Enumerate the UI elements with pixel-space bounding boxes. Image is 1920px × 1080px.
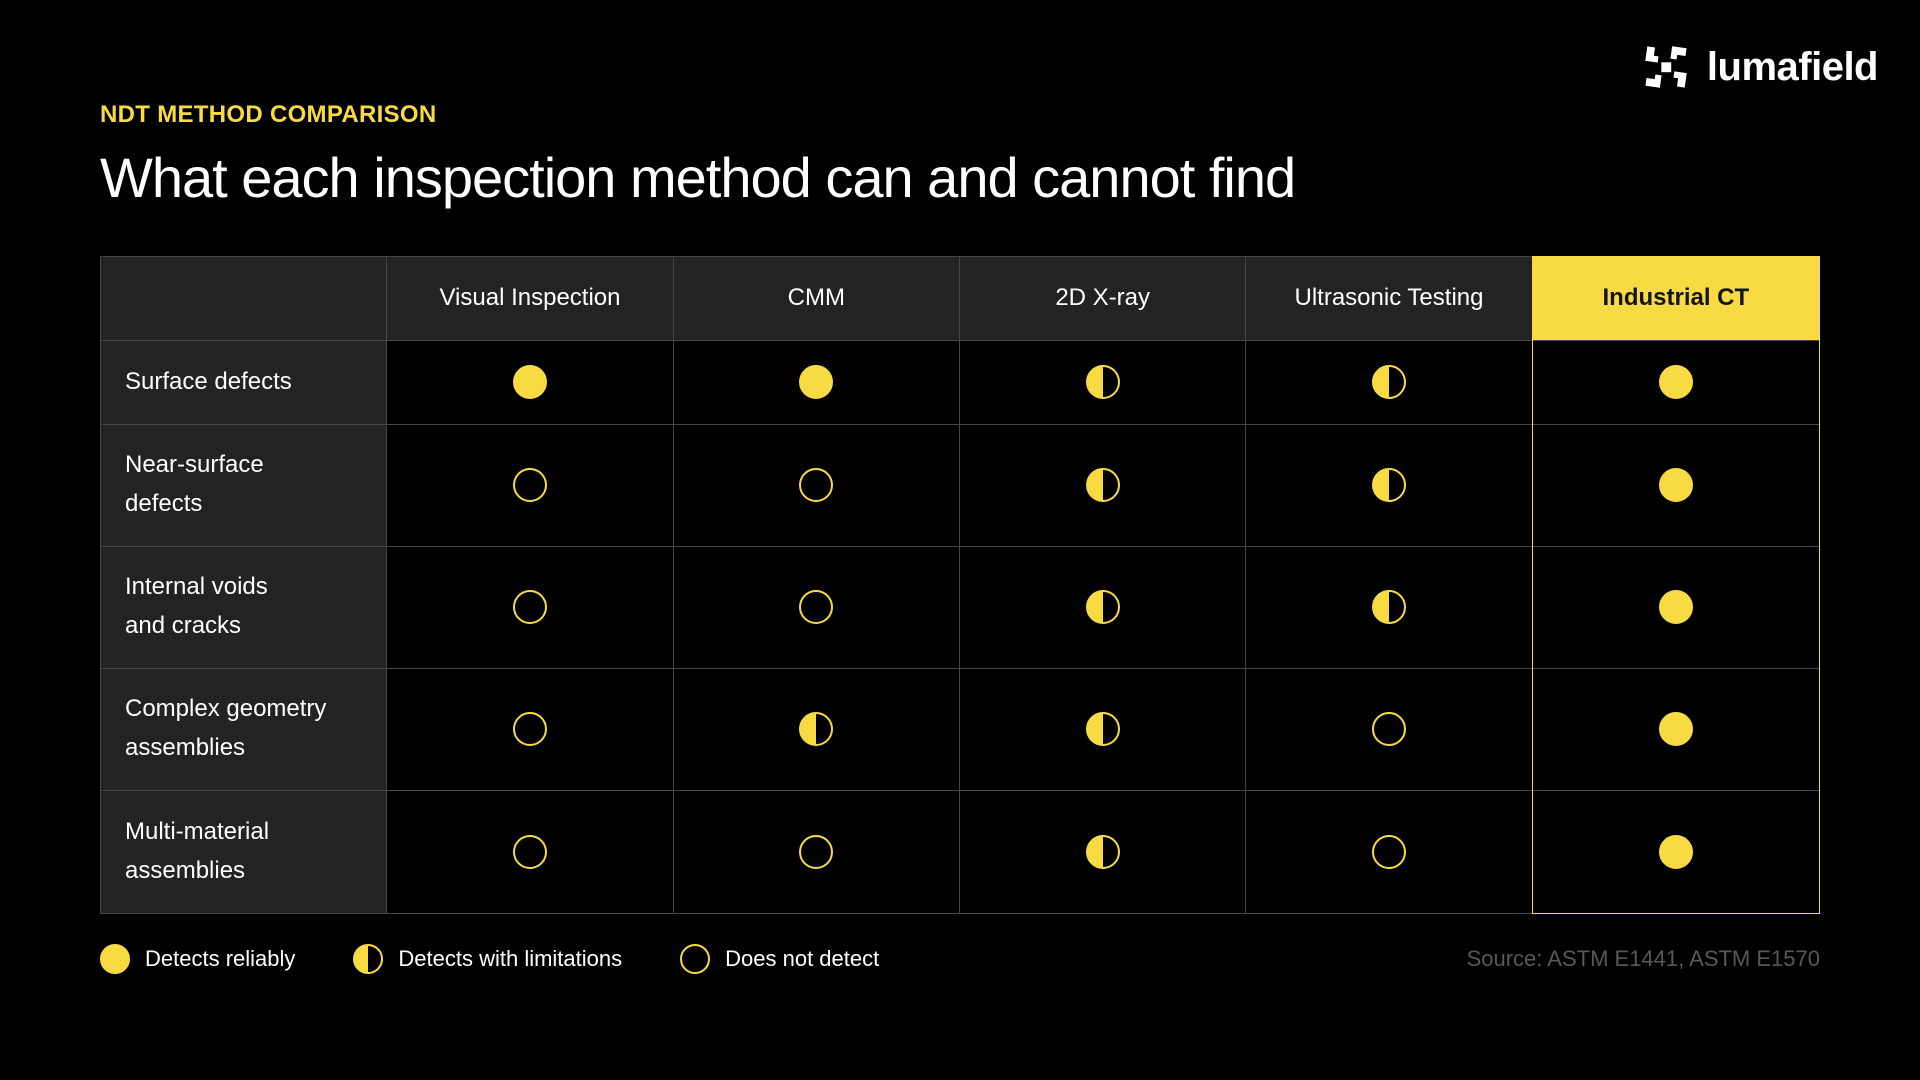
detection-dot-icon	[1371, 468, 1406, 503]
row-header-near-surface-defects: Near-surface defects	[101, 424, 388, 547]
detection-dot-icon	[1371, 712, 1406, 747]
detection-dot-icon	[1085, 468, 1120, 503]
cell-multi-material-ultrasonic-testing	[1246, 790, 1533, 913]
cell-near-surface-defects-cmm	[673, 424, 960, 547]
legend-item-detects-with-limitations: Detects with limitations	[353, 943, 623, 974]
column-header-label: Industrial CT	[1602, 284, 1750, 312]
legend-item-detects-reliably: Detects reliably	[100, 943, 296, 974]
column-header-visual-inspection: Visual Inspection	[387, 256, 674, 341]
detection-dot-icon	[1085, 712, 1120, 747]
detection-dot-icon	[512, 468, 547, 503]
row-header-surface-defects: Surface defects	[101, 340, 388, 425]
footer: Detects reliably Detects with limitation…	[100, 943, 1820, 974]
detection-dot-icon	[353, 943, 384, 974]
cell-surface-defects-visual-inspection	[387, 340, 674, 425]
row-label: Surface defects	[125, 367, 292, 395]
detection-dot-icon	[1085, 834, 1120, 869]
detection-dot-icon	[1658, 365, 1693, 400]
source-citation: Source: ASTM E1441, ASTM E1570	[1466, 945, 1820, 971]
lumafield-pinwheel-mark-icon	[1645, 46, 1687, 88]
detection-dot-icon	[1371, 834, 1406, 869]
detection-dot-icon	[799, 590, 834, 625]
comparison-table-wrap: Visual Inspection CMM 2D X-ray Ultrasoni…	[100, 255, 1820, 914]
detection-dot-icon	[1085, 590, 1120, 625]
corner-cell	[101, 256, 388, 341]
cell-multi-material-visual-inspection	[387, 790, 674, 913]
cell-surface-defects-industrial-ct	[1532, 341, 1819, 425]
detection-dot-icon	[1658, 712, 1693, 747]
column-header-label: 2D X-ray	[1055, 284, 1150, 312]
detection-dot-icon	[799, 468, 834, 503]
cell-complex-geometry-industrial-ct	[1532, 669, 1819, 791]
column-header-label: CMM	[787, 284, 845, 312]
cell-internal-voids-industrial-ct	[1532, 547, 1819, 669]
cell-internal-voids-2d-xray	[960, 546, 1247, 669]
slide: NDT METHOD COMPARISON What each inspecti…	[100, 101, 1820, 974]
cell-near-surface-defects-visual-inspection	[387, 424, 674, 547]
cell-near-surface-defects-2d-xray	[960, 424, 1247, 547]
detection-dot-icon	[1371, 365, 1406, 400]
cell-internal-voids-visual-inspection	[387, 546, 674, 669]
detection-dot-icon	[680, 943, 711, 974]
detection-dot-icon	[512, 590, 547, 625]
row-label: Multi-material assemblies	[125, 817, 270, 884]
legend-item-does-not-detect: Does not detect	[680, 943, 880, 974]
cell-internal-voids-ultrasonic-testing	[1246, 546, 1533, 669]
row-header-complex-geometry-assemblies: Complex geometry assemblies	[101, 668, 388, 791]
detection-dot-icon	[1085, 365, 1120, 400]
detection-dot-icon	[799, 712, 834, 747]
legend: Detects reliably Detects with limitation…	[100, 943, 880, 974]
cell-multi-material-cmm	[674, 790, 960, 913]
detection-dot-icon	[100, 943, 130, 974]
cell-complex-geometry-visual-inspection	[387, 668, 674, 791]
row-header-internal-voids-and-cracks: Internal voids and cracks	[101, 546, 388, 669]
cell-complex-geometry-2d-xray	[960, 668, 1247, 791]
legend-label: Detects reliably	[145, 945, 296, 971]
cell-internal-voids-cmm	[673, 546, 960, 669]
cell-near-surface-defects-industrial-ct	[1532, 425, 1819, 547]
cell-surface-defects-2d-xray	[960, 340, 1247, 425]
legend-label: Does not detect	[725, 945, 880, 971]
column-header-2d-xray: 2D X-ray	[960, 256, 1247, 341]
detection-dot-icon	[799, 834, 834, 869]
detection-dot-icon	[512, 834, 547, 869]
cell-complex-geometry-ultrasonic-testing	[1246, 668, 1533, 791]
detection-dot-icon	[512, 712, 547, 747]
detection-dot-icon	[1658, 834, 1693, 869]
legend-label: Detects with limitations	[398, 945, 623, 971]
column-header-label: Visual Inspection	[439, 284, 621, 312]
detection-dot-icon	[512, 365, 547, 400]
row-header-multi-material-assemblies: Multi-material assemblies	[101, 790, 388, 913]
detection-dot-icon	[799, 365, 834, 400]
column-header-label: Ultrasonic Testing	[1294, 284, 1484, 312]
row-label: Internal voids and cracks	[125, 573, 268, 640]
comparison-table: Visual Inspection CMM 2D X-ray Ultrasoni…	[100, 255, 1820, 914]
page-title: What each inspection method can and cann…	[100, 146, 1296, 209]
cell-complex-geometry-cmm	[673, 668, 960, 791]
lumafield-wordmark: lumafield	[1706, 44, 1879, 89]
detection-dot-icon	[1371, 590, 1406, 625]
cell-near-surface-defects-ultrasonic-testing	[1246, 424, 1533, 547]
cell-surface-defects-ultrasonic-testing	[1246, 340, 1533, 425]
cell-surface-defects-cmm	[673, 340, 960, 425]
column-header-ultrasonic-testing: Ultrasonic Testing	[1246, 256, 1533, 341]
eyebrow-label: NDT METHOD COMPARISON	[100, 101, 437, 128]
lumafield-logo: lumafield	[1641, 42, 1879, 92]
detection-dot-icon	[1658, 468, 1693, 503]
cell-multi-material-industrial-ct	[1533, 791, 1819, 913]
detection-dot-icon	[1658, 590, 1693, 625]
row-label: Near-surface defects	[125, 451, 264, 518]
column-header-industrial-ct: Industrial CT	[1532, 256, 1819, 341]
column-header-cmm: CMM	[673, 256, 960, 341]
cell-multi-material-2d-xray	[960, 790, 1247, 913]
row-label: Complex geometry assemblies	[125, 695, 327, 762]
